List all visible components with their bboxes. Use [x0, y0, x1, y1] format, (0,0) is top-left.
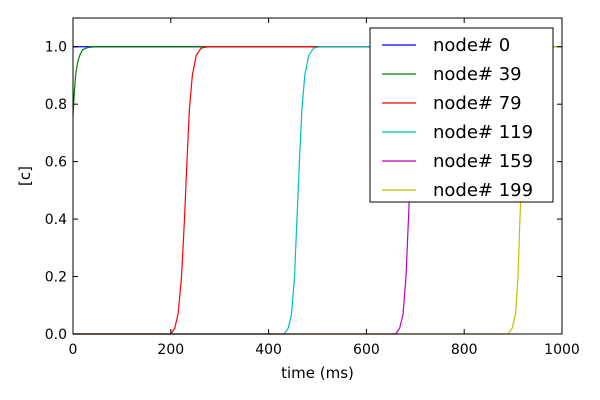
x-axis-title: time (ms) [281, 364, 354, 382]
series-line-2 [73, 46, 562, 335]
legend-label-2: node# 79 [433, 93, 522, 114]
legend-box [369, 27, 554, 203]
x-tick-label: 0 [69, 342, 78, 358]
y-tick-label: 1.0 [45, 40, 67, 56]
axis-ticks: 0 200 400 600 800 1000 0.0 0.2 0.4 0.6 0.8 1.0 [45, 18, 580, 358]
x-tick-label: 400 [255, 342, 282, 358]
y-axis-title: [c] [16, 166, 34, 186]
series-line-1 [72, 46, 562, 116]
x-tick-label: 200 [157, 342, 184, 358]
y-tick-label: 0.8 [45, 97, 67, 113]
x-tick-label: 600 [353, 342, 380, 358]
legend-label-4: node# 159 [433, 151, 533, 172]
y-tick-label: 0.4 [45, 212, 67, 228]
y-tick-label: 0.0 [45, 327, 67, 343]
series-line-3 [73, 46, 562, 335]
plot-area-frame [72, 17, 563, 335]
y-tick-label: 0.6 [45, 155, 67, 171]
legend-label-5: node# 199 [433, 180, 533, 201]
legend-label-0: node# 0 [433, 35, 510, 56]
x-tick-label: 800 [451, 342, 478, 358]
series-line-4 [73, 109, 414, 335]
legend: node# 0 node# 39 node# 79 node# 119 node# 15… [369, 27, 554, 203]
legend-label-3: node# 119 [433, 122, 533, 143]
x-tick-label: 1000 [544, 342, 580, 358]
legend-label-1: node# 39 [433, 64, 522, 85]
y-tick-label: 0.2 [45, 270, 67, 286]
